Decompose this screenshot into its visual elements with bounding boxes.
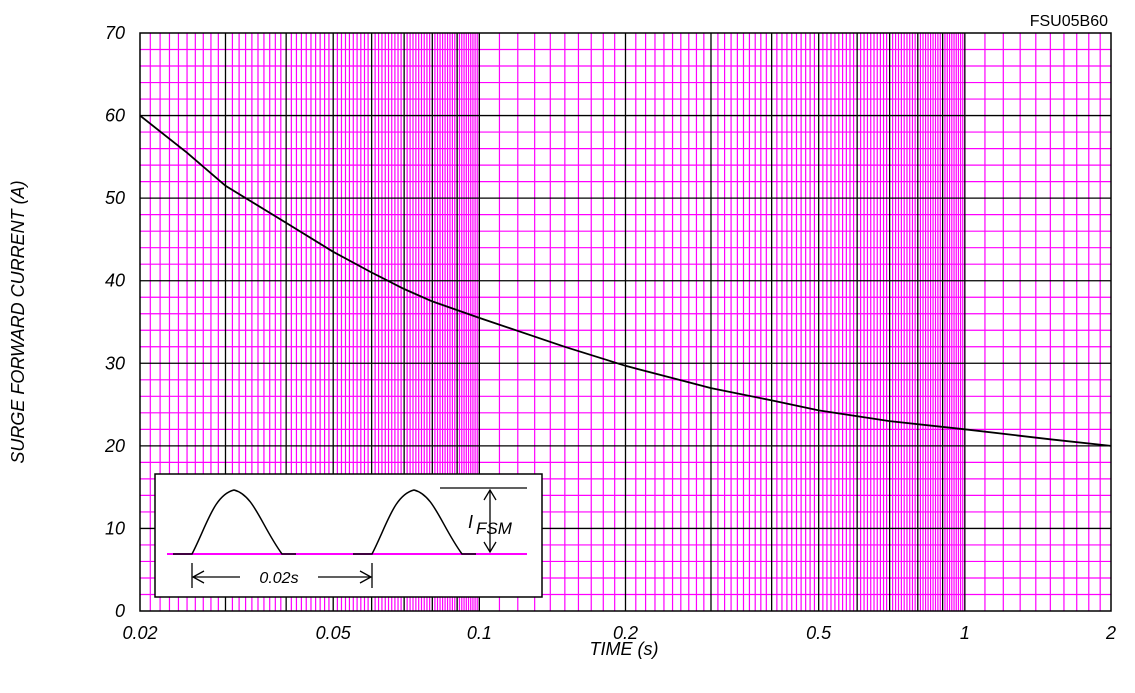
x-tick-label: 0.5	[806, 623, 832, 643]
y-tick-labels: 0 10 20 30 40 50 60 70	[104, 23, 125, 621]
x-tick-label: 0.05	[316, 623, 352, 643]
inset-current-label: I	[468, 512, 473, 532]
y-tick-label: 0	[115, 601, 125, 621]
inset-arrowhead	[359, 570, 373, 584]
waveform-inset: 0.02s I FSM	[154, 473, 543, 598]
x-tick-label: 2	[1105, 623, 1116, 643]
y-tick-label: 60	[105, 106, 125, 126]
inset-pulse	[173, 489, 296, 555]
x-tick-label: 0.1	[467, 623, 492, 643]
x-tick-label: 0.2	[613, 623, 638, 643]
y-tick-label: 50	[105, 188, 125, 208]
inset-period-label: 0.02s	[259, 570, 298, 587]
x-tick-label: 1	[960, 623, 970, 643]
inset-arrowhead	[191, 570, 205, 584]
x-axis-title: TIME (s)	[590, 639, 659, 659]
plot-frame	[139, 32, 1112, 612]
y-tick-label: 70	[105, 23, 125, 43]
y-tick-label: 10	[105, 518, 125, 538]
part-number-label: FSU05B60	[1030, 13, 1108, 30]
inset-arrowhead	[483, 541, 497, 554]
y-tick-label: 20	[104, 436, 125, 456]
x-tick-label: 0.02	[122, 623, 157, 643]
y-tick-label: 40	[105, 271, 125, 291]
y-axis-title: SURGE FORWARD CURRENT (A)	[8, 180, 28, 463]
surge-current-curve	[139, 114, 1112, 447]
inset-pulse	[353, 489, 476, 555]
inset-arrowhead	[483, 488, 497, 501]
x-tick-labels: 0.02 0.05 0.1 0.2 0.5 1 2	[122, 623, 1116, 643]
inset-current-subscript: FSM	[476, 519, 513, 538]
y-tick-label: 30	[105, 353, 125, 373]
